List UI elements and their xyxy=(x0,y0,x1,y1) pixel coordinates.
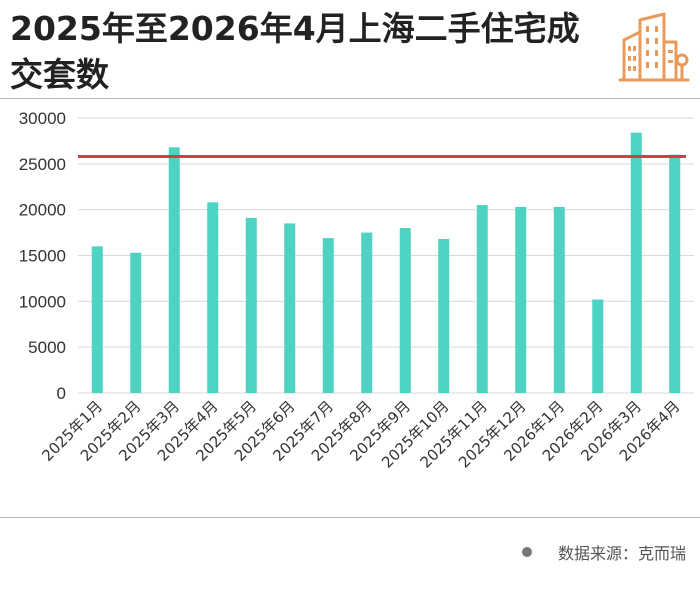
bar xyxy=(669,154,681,393)
building-icon xyxy=(618,12,690,82)
y-tick-label: 25000 xyxy=(19,155,66,174)
bar xyxy=(322,238,334,393)
y-tick-label: 10000 xyxy=(19,292,66,311)
bar xyxy=(476,205,488,393)
bar xyxy=(361,232,373,393)
y-tick-label: 15000 xyxy=(19,247,66,266)
bar xyxy=(592,299,604,393)
bar xyxy=(168,147,180,393)
source-text: 数据来源：克而瑞 xyxy=(557,544,686,563)
y-tick-label: 20000 xyxy=(19,201,66,220)
bar xyxy=(130,252,142,393)
bottom-divider xyxy=(0,517,700,518)
bar xyxy=(515,206,527,393)
bar xyxy=(207,202,219,393)
y-tick-label: 30000 xyxy=(19,109,66,128)
y-tick-label: 5000 xyxy=(28,338,66,357)
chart-title: 2025年至2026年4月上海二手住宅成交套数 xyxy=(10,9,580,94)
footer: 数据来源：克而瑞 xyxy=(521,540,686,564)
bar xyxy=(399,228,411,393)
bar-chart: 0500010000150002000025000300002025年1月202… xyxy=(19,109,694,472)
bar xyxy=(438,239,450,393)
top-divider xyxy=(0,98,700,99)
bar xyxy=(630,132,642,393)
bar xyxy=(553,206,565,393)
bar xyxy=(91,246,103,393)
bar xyxy=(284,223,296,393)
bar xyxy=(245,217,257,393)
y-tick-label: 0 xyxy=(57,384,66,403)
bullet-icon xyxy=(521,547,532,557)
